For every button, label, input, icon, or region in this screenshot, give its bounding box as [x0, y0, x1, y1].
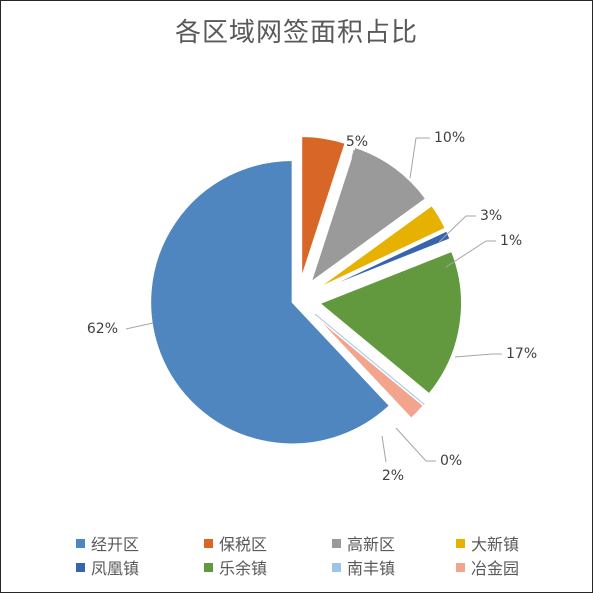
legend-swatch — [204, 562, 213, 572]
legend-swatch — [332, 562, 341, 572]
legend-label: 凤凰镇 — [91, 559, 140, 578]
legend-swatch — [456, 562, 465, 572]
legend-label: 经开区 — [91, 535, 140, 554]
legend-swatch — [76, 538, 85, 548]
leader-line-3 — [409, 137, 430, 179]
leader-line-6 — [454, 353, 502, 358]
data-label-4: 3% — [480, 208, 502, 224]
legend-item-3: 高新区 — [332, 532, 456, 554]
legend-item-5: 凤凰镇 — [76, 556, 204, 578]
pie-slice-7 — [314, 313, 425, 405]
pie-slice-4 — [316, 204, 447, 290]
leader-line-4 — [438, 215, 476, 243]
legend-label: 南丰镇 — [347, 559, 396, 578]
leader-line-1 — [125, 322, 154, 330]
legend-label: 高新区 — [347, 535, 396, 554]
legend-item-7: 南丰镇 — [332, 556, 456, 578]
leader-line-2 — [351, 149, 355, 159]
legend-label: 保税区 — [219, 535, 268, 554]
data-label-6: 17% — [506, 346, 537, 362]
data-label-1: 62% — [87, 321, 118, 337]
legend-swatch — [76, 562, 85, 572]
data-label-5: 1% — [500, 233, 522, 249]
pie-slice-3 — [309, 146, 427, 285]
legend-item-4: 大新镇 — [456, 532, 556, 554]
legend-label: 冶金园 — [471, 559, 520, 578]
legend-swatch — [456, 538, 465, 548]
pie-slice-2 — [300, 135, 347, 279]
pie-slice-6 — [318, 250, 463, 396]
pie-slice-5 — [317, 229, 452, 292]
legend-swatch — [204, 538, 213, 548]
data-label-2: 5% — [346, 134, 368, 150]
pie-slice-8 — [313, 314, 425, 420]
legend-swatch — [332, 538, 341, 548]
chart-title: 各区域网签面积占比 — [174, 18, 418, 48]
legend-item-8: 冶金园 — [456, 556, 556, 578]
chart-legend: 经开区 保税区 高新区 大新镇凤凰镇 乐余镇 南丰镇 冶金园 — [76, 532, 556, 578]
legend-item-6: 乐余镇 — [204, 556, 332, 578]
legend-item-1: 经开区 — [76, 532, 204, 554]
data-label-3: 10% — [434, 130, 465, 146]
leader-line-5 — [445, 240, 496, 268]
data-label-7: 0% — [440, 453, 462, 469]
leader-line-7 — [395, 427, 436, 462]
leader-line-8 — [381, 435, 387, 463]
legend-label: 乐余镇 — [219, 559, 268, 578]
legend-label: 大新镇 — [471, 535, 520, 554]
pie-slice-1 — [149, 159, 391, 445]
legend-item-2: 保税区 — [204, 532, 332, 554]
data-label-8: 2% — [382, 468, 404, 484]
